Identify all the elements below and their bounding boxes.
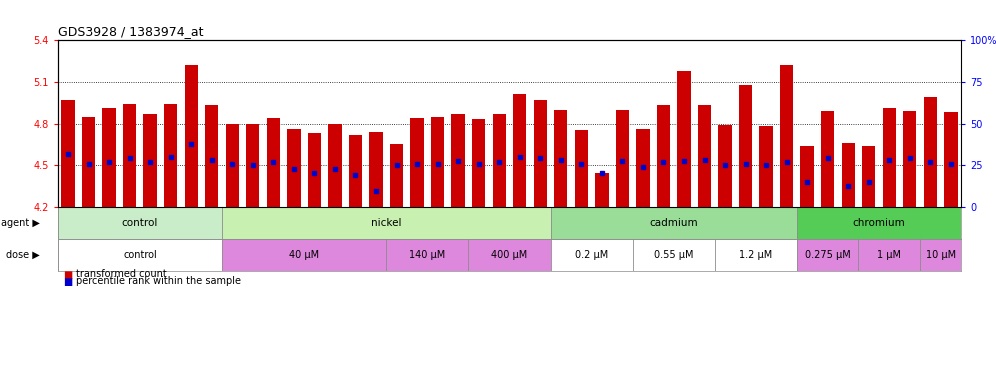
- Bar: [431, 117, 444, 207]
- Text: 400 μM: 400 μM: [491, 250, 528, 260]
- Bar: [246, 124, 260, 207]
- Text: control: control: [124, 250, 156, 260]
- Bar: [62, 100, 75, 207]
- Bar: [554, 110, 568, 207]
- Bar: [370, 132, 382, 207]
- Bar: [944, 113, 957, 207]
- Bar: [551, 207, 797, 239]
- Bar: [551, 239, 632, 271]
- Bar: [287, 129, 301, 207]
- Bar: [205, 106, 218, 207]
- Bar: [58, 239, 222, 271]
- Bar: [882, 108, 896, 207]
- Bar: [797, 207, 961, 239]
- Bar: [842, 143, 855, 207]
- Text: percentile rank within the sample: percentile rank within the sample: [76, 276, 241, 286]
- Text: 0.2 μM: 0.2 μM: [575, 250, 609, 260]
- Bar: [222, 239, 386, 271]
- Text: chromium: chromium: [853, 218, 905, 228]
- Text: 40 μM: 40 μM: [289, 250, 319, 260]
- Text: 0.275 μM: 0.275 μM: [805, 250, 851, 260]
- Bar: [103, 108, 116, 207]
- Bar: [715, 239, 797, 271]
- Bar: [575, 131, 588, 207]
- Text: dose ▶: dose ▶: [6, 250, 40, 260]
- Bar: [923, 97, 937, 207]
- Text: ■: ■: [63, 270, 72, 280]
- Text: agent ▶: agent ▶: [1, 218, 40, 228]
- Bar: [513, 94, 527, 207]
- Bar: [718, 125, 732, 207]
- Text: 1.2 μM: 1.2 μM: [739, 250, 773, 260]
- Bar: [58, 207, 222, 239]
- Bar: [222, 207, 551, 239]
- Text: 10 μM: 10 μM: [925, 250, 956, 260]
- Bar: [656, 106, 670, 207]
- Bar: [616, 110, 629, 207]
- Bar: [821, 111, 835, 207]
- Bar: [123, 104, 136, 207]
- Bar: [903, 111, 916, 207]
- Text: control: control: [122, 218, 158, 228]
- Bar: [632, 239, 715, 271]
- Bar: [739, 85, 752, 207]
- Text: transformed count: transformed count: [76, 269, 166, 279]
- Bar: [226, 124, 239, 207]
- Bar: [143, 114, 156, 207]
- Bar: [389, 144, 403, 207]
- Bar: [698, 106, 711, 207]
- Bar: [797, 239, 859, 271]
- Bar: [759, 126, 773, 207]
- Bar: [329, 124, 342, 207]
- Text: cadmium: cadmium: [649, 218, 698, 228]
- Bar: [308, 133, 321, 207]
- Bar: [164, 104, 177, 207]
- Bar: [636, 129, 649, 207]
- Bar: [863, 146, 875, 207]
- Bar: [410, 118, 423, 207]
- Text: 140 μM: 140 μM: [409, 250, 445, 260]
- Text: ■: ■: [63, 277, 72, 287]
- Bar: [451, 114, 465, 207]
- Bar: [349, 135, 363, 207]
- Bar: [780, 65, 793, 207]
- Bar: [386, 239, 468, 271]
- Text: nickel: nickel: [372, 218, 401, 228]
- Bar: [801, 146, 814, 207]
- Bar: [468, 239, 551, 271]
- Bar: [920, 239, 961, 271]
- Bar: [677, 71, 690, 207]
- Text: GDS3928 / 1383974_at: GDS3928 / 1383974_at: [58, 25, 203, 38]
- Bar: [267, 118, 280, 207]
- Text: 0.55 μM: 0.55 μM: [654, 250, 693, 260]
- Bar: [534, 100, 547, 207]
- Bar: [184, 65, 198, 207]
- Bar: [596, 174, 609, 207]
- Bar: [82, 117, 96, 207]
- Text: 1 μM: 1 μM: [877, 250, 901, 260]
- Bar: [472, 119, 485, 207]
- Bar: [859, 239, 920, 271]
- Bar: [492, 114, 506, 207]
